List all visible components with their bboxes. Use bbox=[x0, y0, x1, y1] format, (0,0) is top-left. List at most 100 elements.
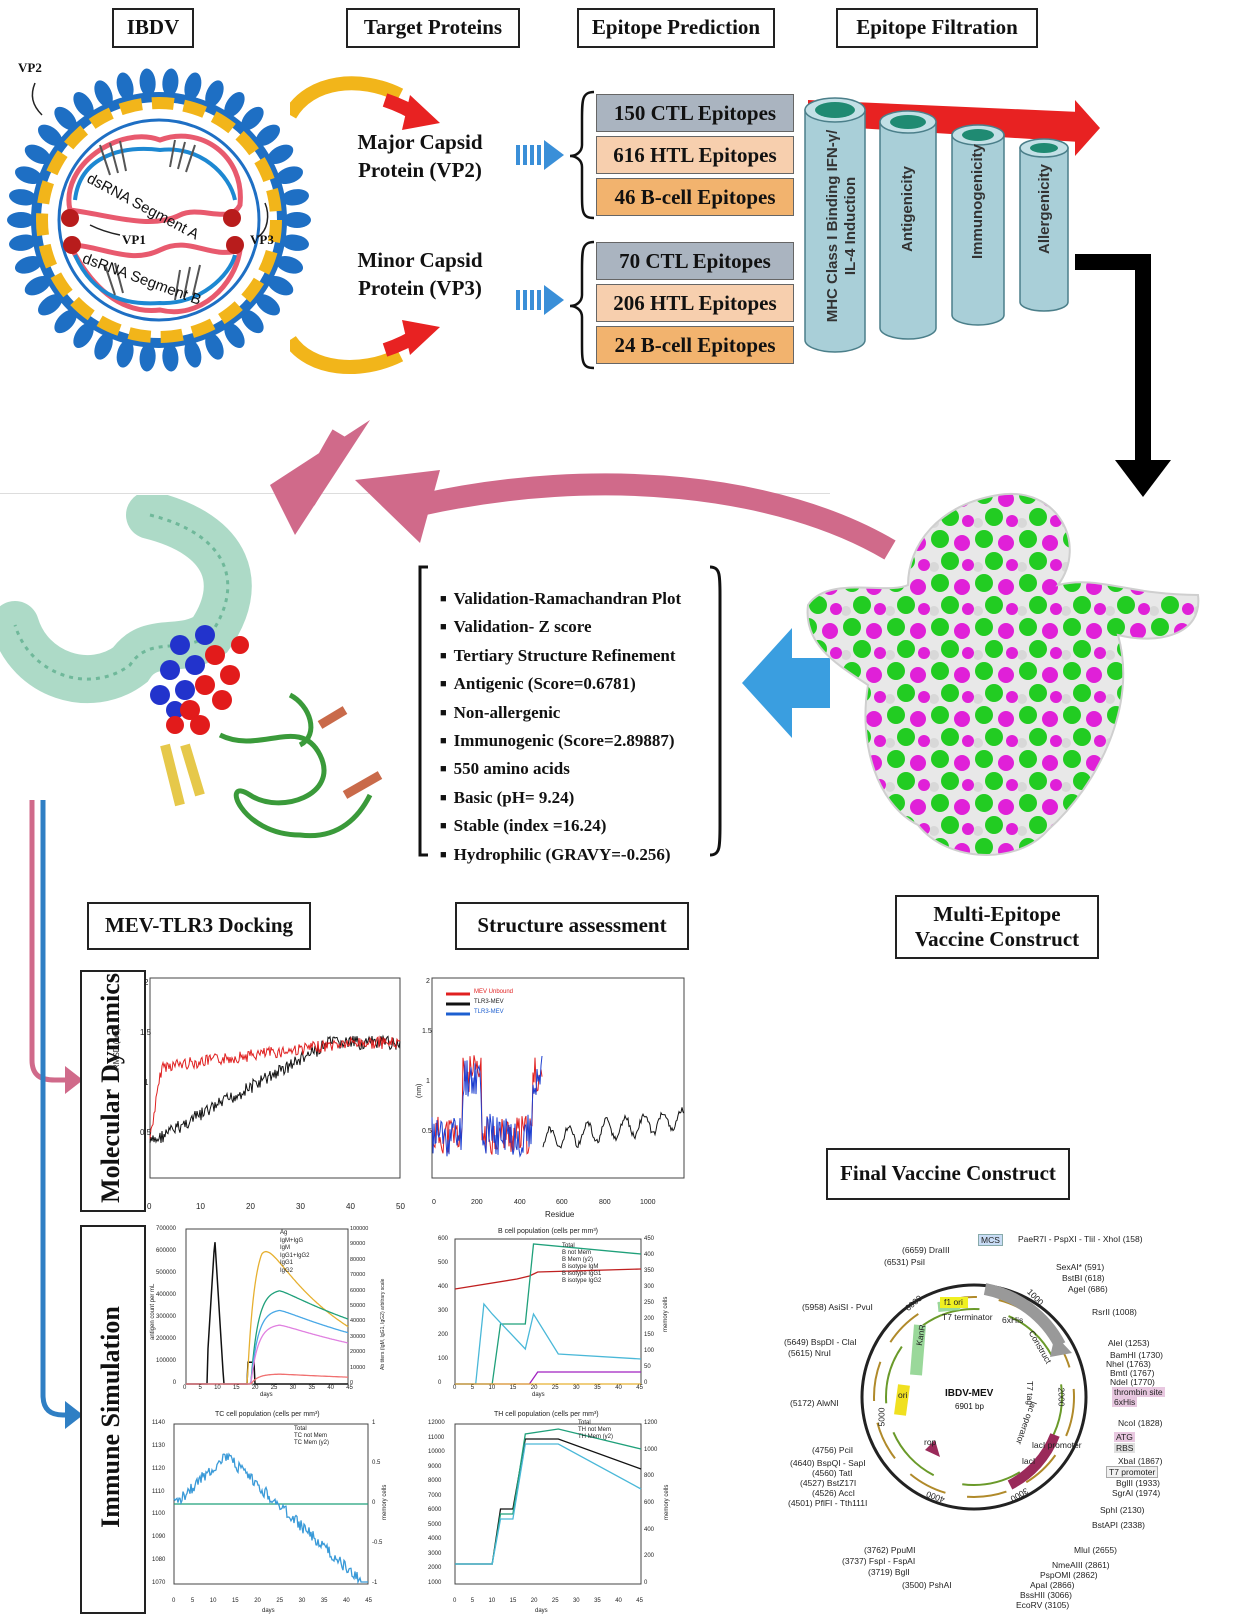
property-item: Validation- Z score bbox=[440, 613, 681, 641]
vaccine-properties-list: Validation-Ramachandran Plot Validation-… bbox=[440, 585, 681, 869]
legend-item: B isotype IgG1 bbox=[562, 1271, 602, 1277]
bcell-yticks: 600 500 400 300 200 100 0 bbox=[438, 1236, 448, 1386]
antigen-xticks: 0 5 10 15 20 25 30 35 40 45 bbox=[183, 1385, 353, 1391]
rmsf-legend-3: TLR3-MEV bbox=[474, 1009, 504, 1015]
ytick: 1 bbox=[372, 1420, 376, 1426]
feat-left: (4640) BspQI - SapI bbox=[790, 1458, 866, 1468]
rmsf-ytick: 2 bbox=[426, 978, 430, 985]
ytick: 200 bbox=[438, 1332, 449, 1338]
xtick: 25 bbox=[551, 1385, 559, 1391]
construct-to-properties-arrow bbox=[742, 628, 830, 738]
legend-item: Total bbox=[562, 1243, 575, 1249]
xtick: 20 bbox=[530, 1385, 538, 1391]
ytick: 600 bbox=[438, 1236, 449, 1242]
ytick: 0 bbox=[644, 1380, 648, 1386]
ytick: 500000 bbox=[156, 1270, 177, 1276]
tick-2000: 2000 bbox=[1056, 1387, 1067, 1407]
rmsf-plot bbox=[431, 977, 685, 1179]
legend-item: IgG1 bbox=[280, 1260, 294, 1266]
thcell-plot bbox=[454, 1423, 642, 1585]
xtick: 20 bbox=[254, 1598, 261, 1604]
ytick: 1000 bbox=[428, 1579, 442, 1586]
thcell-yticks: 12000 11000 10000 9000 8000 7000 6000 5000 4000 3… bbox=[428, 1420, 445, 1586]
property-item: Basic (pH= 9.24) bbox=[440, 784, 681, 812]
ytick: 400 bbox=[438, 1284, 449, 1290]
legend-item: TH not Mem bbox=[578, 1427, 612, 1433]
antigen-plot bbox=[185, 1228, 349, 1385]
filter-allergenicity: Allergenicity bbox=[1036, 163, 1053, 255]
rmsd-ytick: 1.5 bbox=[140, 1028, 152, 1037]
tick-5000: 5000 bbox=[876, 1407, 887, 1427]
rmsd-ytick: 0.5 bbox=[140, 1128, 152, 1137]
xtick: 0 bbox=[172, 1598, 176, 1604]
ytick: 6000 bbox=[428, 1507, 442, 1514]
feat-left: (3719) BglI bbox=[868, 1567, 910, 1577]
header-ibdv: IBDV bbox=[112, 8, 194, 48]
header-epitope-filtration: Epitope Filtration bbox=[836, 8, 1038, 48]
xtick: 30 bbox=[298, 1598, 306, 1604]
bcell-xticks: 0 5 10 15 20 25 30 35 40 45 bbox=[453, 1385, 643, 1391]
rmsd-ylabel: RMSD (nm) bbox=[112, 1027, 121, 1070]
feat-left: (5649) BspDI - ClaI bbox=[784, 1337, 857, 1347]
ytick: 400 bbox=[644, 1526, 655, 1533]
label-vp2: VP2 bbox=[18, 60, 42, 75]
rmsf-ytick: 1.5 bbox=[422, 1028, 432, 1035]
ytick: 350 bbox=[644, 1268, 655, 1274]
ytick: 20000 bbox=[350, 1349, 366, 1356]
ytick: 4000 bbox=[428, 1536, 442, 1543]
to-construct-arrow bbox=[1075, 254, 1171, 497]
vp3-bcell-epitopes: 24 B-cell Epitopes bbox=[596, 326, 794, 364]
feat-left: (5172) AlwNI bbox=[790, 1398, 839, 1408]
xtick: 30 bbox=[572, 1385, 580, 1391]
ytick: 40000 bbox=[350, 1318, 366, 1325]
legend-item: TC Mem (y2) bbox=[294, 1440, 329, 1446]
tcell-yticks: 1140 1130 1120 1110 1100 1090 1080 1070 bbox=[152, 1420, 165, 1586]
legend-item: IgM bbox=[280, 1245, 291, 1251]
ytick: 30000 bbox=[350, 1333, 366, 1340]
property-item: Tertiary Structure Refinement bbox=[440, 642, 681, 670]
rmsd-ytick: 1 bbox=[144, 1078, 149, 1087]
feat-right: BamHI (1730) bbox=[1110, 1350, 1163, 1360]
inner-t7-terminator: T7 terminator bbox=[942, 1312, 993, 1322]
thcell-title: TH cell population (cells per mm³) bbox=[494, 1411, 599, 1418]
thcell-y2label: memory cells bbox=[664, 1484, 670, 1520]
rmsf-ytick: 0.5 bbox=[422, 1128, 432, 1135]
feat-right: NmeAIII (2861) bbox=[1052, 1560, 1110, 1570]
plasmid-map bbox=[860, 1283, 1088, 1511]
xtick: 15 bbox=[509, 1598, 517, 1604]
rmsf-xlabel: Residue bbox=[545, 1210, 575, 1219]
feat-left: (4527) BstZ17I bbox=[800, 1478, 857, 1488]
inner-f1-ori: f1 ori bbox=[944, 1297, 963, 1307]
ytick: -1 bbox=[372, 1580, 378, 1586]
ytick: 1140 bbox=[152, 1420, 165, 1426]
filter-antigenicity: Antigenicity bbox=[899, 166, 916, 252]
thcell-xticks: 0 5 10 15 20 25 30 35 40 45 bbox=[453, 1598, 643, 1604]
xtick: 35 bbox=[594, 1598, 601, 1604]
property-item: Validation-Ramachandran Plot bbox=[440, 585, 681, 613]
legend-item: TH Mem (y2) bbox=[578, 1434, 613, 1440]
feat-right: NheI (1763) bbox=[1106, 1359, 1151, 1369]
property-item: Stable (index =16.24) bbox=[440, 812, 681, 840]
vp2-ctl-epitopes: 150 CTL Epitopes bbox=[596, 94, 794, 132]
feat-right: PspOMI (2862) bbox=[1040, 1570, 1098, 1580]
feat-mcs: MCS bbox=[978, 1234, 1003, 1246]
inner-rop: rop bbox=[924, 1437, 937, 1447]
section-multi-epitope-construct: Multi-Epitope Vaccine Construct bbox=[895, 895, 1099, 959]
feat-left: (4501) PflFI - Tth111I bbox=[788, 1498, 868, 1508]
xtick: 15 bbox=[231, 1598, 239, 1604]
major-capsid-protein: Major Capsid Protein (VP2) bbox=[357, 130, 483, 183]
xtick: 45 bbox=[346, 1385, 353, 1391]
feat-right: BstAPI (2338) bbox=[1092, 1520, 1145, 1530]
tcell-xticks: 0 5 10 15 20 25 30 35 40 45 bbox=[172, 1598, 372, 1604]
xtick: 40 bbox=[327, 1385, 334, 1391]
label-vp3: VP3 bbox=[250, 232, 274, 247]
bcell-y2label: memory cells bbox=[663, 1296, 669, 1332]
feat-right: BssHII (3066) bbox=[1020, 1590, 1072, 1600]
feat-left: (3737) FspI - FspAI bbox=[842, 1556, 916, 1566]
legend-item: IgG2 bbox=[280, 1267, 294, 1274]
xtick: 35 bbox=[594, 1385, 601, 1391]
rmsd-xtick: 30 bbox=[296, 1202, 305, 1211]
xtick: 10 bbox=[209, 1598, 217, 1604]
feat-thrombin: thrombin site bbox=[1112, 1387, 1165, 1397]
feat-right: RsrII (1008) bbox=[1092, 1307, 1137, 1317]
